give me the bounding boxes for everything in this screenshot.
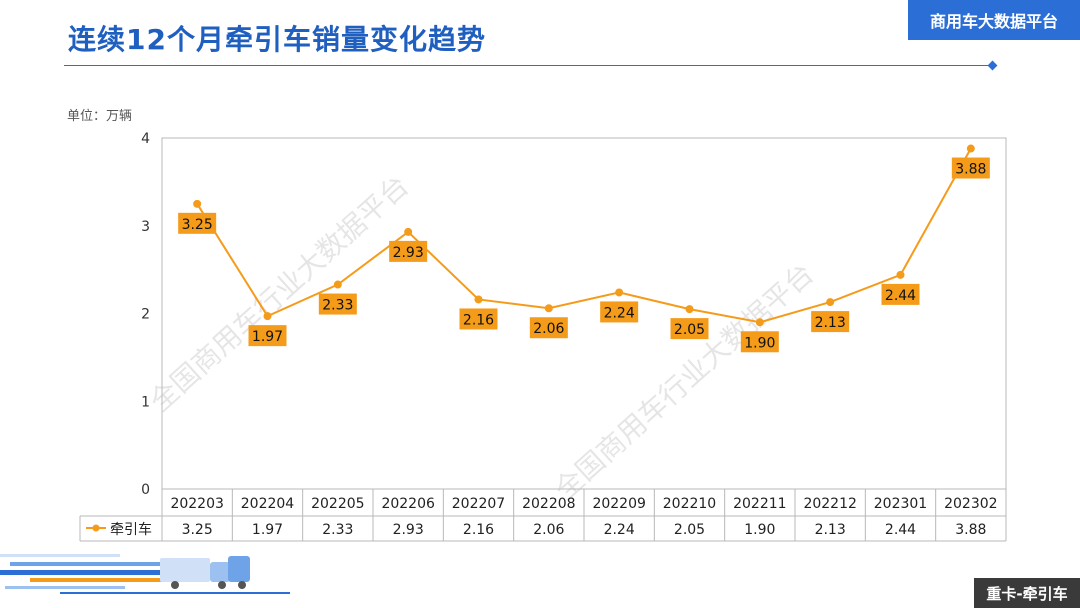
- data-label-box: [951, 157, 990, 179]
- table-value-cell: 1.90: [744, 522, 775, 538]
- plot-frame: [161, 137, 1007, 490]
- footer-tag: 重卡-牵引车: [974, 578, 1080, 608]
- data-point: [896, 270, 905, 279]
- y-tick-label: 0: [141, 482, 150, 498]
- table-value-cell: 2.06: [533, 522, 564, 538]
- table-value-cell: 2.16: [463, 522, 494, 538]
- data-point: [685, 305, 694, 314]
- data-point: [966, 144, 975, 153]
- legend-marker-swatch: [92, 524, 100, 532]
- title-divider: [64, 65, 994, 66]
- unit-label: 单位：万辆: [67, 109, 133, 124]
- data-point: [826, 298, 835, 307]
- truck-icon: [0, 554, 290, 594]
- table-value-cell: 2.93: [393, 522, 424, 538]
- x-category-label: 202301: [874, 496, 927, 512]
- data-label-box: [670, 318, 709, 340]
- data-label-box: [529, 317, 568, 339]
- data-label: 3.25: [182, 217, 213, 233]
- data-point: [263, 312, 272, 321]
- data-label: 2.33: [322, 298, 353, 314]
- data-label-box: [389, 240, 428, 262]
- data-label: 2.93: [393, 245, 424, 261]
- y-tick-label: 4: [141, 131, 150, 147]
- x-category-label: 202205: [311, 496, 364, 512]
- data-label: 2.06: [533, 321, 564, 337]
- data-label: 2.24: [604, 305, 635, 321]
- y-tick-label: 2: [141, 307, 150, 323]
- table-value-cell: 3.25: [182, 522, 213, 538]
- y-tick-label: 1: [141, 394, 150, 410]
- x-category-label: 202208: [522, 496, 575, 512]
- data-label: 2.16: [463, 312, 494, 328]
- table-value-cell: 3.88: [955, 522, 986, 538]
- data-label: 3.88: [955, 162, 986, 178]
- table-value-cell: 2.33: [322, 522, 353, 538]
- x-category-label: 202209: [592, 496, 645, 512]
- x-category-label: 202204: [241, 496, 295, 512]
- page-title: 连续12个月牵引车销量变化趋势: [68, 23, 486, 56]
- series-line: [196, 148, 972, 324]
- x-category-label: 202207: [452, 496, 505, 512]
- table-value-cell: 2.24: [604, 522, 635, 538]
- data-label: 2.05: [674, 322, 705, 338]
- y-tick-label: 3: [141, 219, 150, 235]
- x-category-label: 202302: [944, 496, 997, 512]
- table-value-cell: 2.13: [815, 522, 846, 538]
- x-category-label: 202211: [733, 496, 786, 512]
- data-label: 2.13: [815, 315, 846, 331]
- data-point: [333, 280, 342, 289]
- data-point: [755, 318, 764, 327]
- data-label-box: [881, 283, 920, 305]
- table-value-cell: 2.44: [885, 522, 916, 538]
- data-label-box: [740, 331, 779, 353]
- data-point: [615, 288, 624, 297]
- data-label: 1.90: [744, 335, 775, 351]
- x-category-label: 202210: [663, 496, 716, 512]
- data-label-box: [459, 308, 498, 330]
- data-label: 2.44: [885, 288, 916, 304]
- data-point: [544, 304, 553, 313]
- data-label-box: [248, 325, 287, 347]
- data-point: [474, 295, 483, 304]
- x-category-label: 202203: [170, 496, 223, 512]
- data-label-box: [178, 212, 217, 234]
- data-label-box: [318, 293, 357, 315]
- legend-series-name: 牵引车: [110, 521, 152, 538]
- data-label-box: [811, 311, 850, 333]
- x-category-label: 202212: [803, 496, 856, 512]
- data-point: [193, 199, 202, 208]
- x-category-label: 202206: [381, 496, 435, 512]
- table-value-cell: 2.05: [674, 522, 705, 538]
- data-point: [404, 227, 413, 236]
- data-label-box: [600, 301, 639, 323]
- data-label: 1.97: [252, 329, 283, 345]
- brand-badge: 商用车大数据平台: [908, 0, 1080, 40]
- table-value-cell: 1.97: [252, 522, 283, 538]
